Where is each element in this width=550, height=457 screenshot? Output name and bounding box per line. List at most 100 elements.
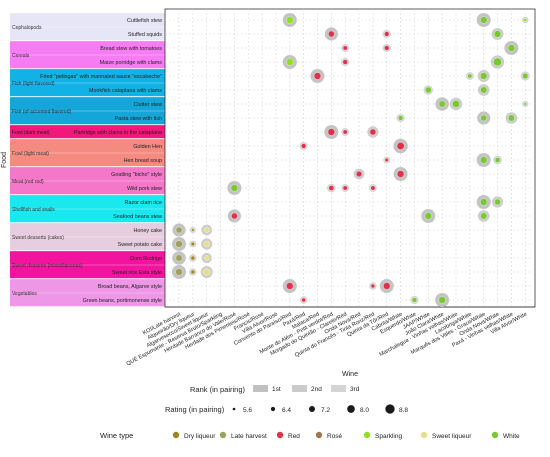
pairing-point: [384, 45, 390, 51]
food-tick-label: Golden Hen: [133, 144, 162, 150]
wine-type-legend-label: Dry liqueur: [184, 433, 216, 440]
food-tick-label: Sweet potato cake: [118, 242, 162, 248]
wine-type-legend-label: Rosé: [327, 433, 343, 440]
pairing-point: [508, 114, 515, 122]
food-tick-label: Seafood beans stew: [113, 214, 162, 220]
pairing-point: [175, 240, 183, 248]
wine-type-legend-dot: [491, 431, 499, 439]
category-label: Fowl (dark meat): [12, 130, 50, 136]
pairing-point: [522, 73, 529, 79]
food-tick-label: Sweet rice Esta style: [112, 270, 162, 276]
pairing-point: [523, 102, 527, 106]
pairing-point: [286, 282, 294, 290]
pairing-point: [286, 58, 294, 66]
x-axis-title: Wine: [342, 371, 358, 378]
pairing-point: [384, 31, 390, 37]
food-tick-label: Cuttlefish stew: [127, 18, 162, 24]
category-label: Meat (red red): [12, 179, 44, 185]
pairing-point: [480, 156, 488, 164]
pairing-point: [286, 16, 294, 24]
wine-type-legend-dot: [315, 431, 323, 439]
pairing-point: [398, 115, 404, 121]
pairing-point: [190, 242, 195, 246]
wine-type-legend-label: Late harvest: [231, 433, 267, 440]
pairing-point: [342, 45, 348, 51]
pairing-point: [327, 128, 335, 136]
pairing-point: [452, 100, 460, 108]
food-tick-label: Broad beans, Algarve style: [98, 284, 162, 290]
rating-legend-dot: [385, 404, 395, 414]
food-tick-label: Honey cake: [134, 228, 162, 234]
food-tick-label: Wild pork stew: [127, 186, 162, 192]
pairing-point: [425, 86, 432, 94]
wine-type-legend-dot: [172, 431, 180, 439]
pairing-point: [313, 72, 322, 80]
pairing-point: [494, 157, 501, 163]
pairing-point: [230, 184, 238, 192]
pairing-point: [523, 18, 527, 22]
pairing-point: [424, 212, 432, 220]
rank-legend-swatch: [331, 385, 346, 392]
food-tick-label: Green beans, portimonense style: [83, 298, 162, 304]
pairing-point: [507, 44, 515, 52]
pairing-point: [175, 226, 183, 234]
pairing-point: [480, 114, 487, 122]
rating-legend-dot: [232, 407, 236, 411]
food-tick-label: Partridge with clams in the cataplana: [74, 130, 162, 136]
rank-legend-swatch: [253, 385, 268, 392]
wine-type-legend-label: Red: [288, 433, 300, 440]
pairing-point: [190, 269, 195, 275]
pairing-point: [370, 283, 375, 289]
pairing-point: [438, 100, 446, 108]
category-label: Cereals: [12, 53, 30, 59]
pairing-point: [411, 297, 417, 303]
pairing-point: [342, 129, 348, 135]
pairing-point: [203, 255, 210, 261]
pairing-point: [203, 268, 211, 276]
food-tick-label: Pasta stew with fish: [115, 116, 162, 122]
y-axis-title: Food: [1, 152, 8, 168]
pairing-point: [383, 282, 391, 290]
pairing-point: [438, 296, 446, 304]
wine-type-legend-label: White: [503, 433, 520, 440]
rating-legend-title: Rating (in pairing): [165, 405, 225, 414]
food-tick-label: Stuffed squids: [128, 32, 162, 38]
wine-type-legend-dot: [420, 431, 428, 439]
pairing-point: [480, 72, 488, 80]
food-tick-label: Hen bread soup: [124, 158, 162, 164]
category-label: Shellfish and snails: [12, 207, 55, 213]
food-tick-label: Goatling "bicho" style: [111, 172, 162, 178]
rating-legend-label: 8.0: [360, 407, 369, 414]
rating-legend-dot: [270, 406, 276, 412]
rank-legend-title: Rank (in pairing): [190, 385, 246, 394]
rank-legend-label: 2nd: [311, 386, 322, 393]
category-label: Sweet desserts (cakes): [12, 235, 64, 241]
food-tick-label: Monkfish cataplana with clams: [89, 88, 162, 94]
pairing-point: [396, 142, 405, 150]
wine-type-legend-title: Wine type: [100, 431, 133, 440]
pairing-point: [301, 297, 306, 303]
pairing-point: [480, 212, 488, 220]
category-label: Fish (light flavored): [12, 81, 55, 87]
pairing-point: [328, 30, 335, 38]
pairing-point: [203, 240, 210, 248]
rating-legend-label: 5.6: [243, 407, 252, 414]
rating-legend-label: 6.4: [282, 407, 291, 414]
pairing-point: [203, 227, 210, 233]
pairing-point: [480, 86, 488, 94]
rank-legend-label: 3rd: [350, 386, 360, 393]
rank-legend-swatch: [292, 385, 307, 392]
plot-area: [164, 8, 536, 308]
food-tick-label: Maize porridge with clams: [100, 60, 163, 66]
food-tick-label: Clutter stew: [134, 102, 163, 108]
food-tick-label: Razor clam rice: [125, 200, 162, 206]
rating-legend-dot: [347, 405, 355, 413]
pairing-point: [342, 59, 348, 65]
wine-type-legend-dot: [363, 431, 371, 439]
pairing-point: [467, 73, 473, 79]
pairing-point: [175, 268, 183, 276]
food-tick-label: Dom Rodrigo: [130, 256, 162, 262]
category-label: Vegetables: [12, 291, 37, 297]
pairing-point: [480, 16, 488, 24]
